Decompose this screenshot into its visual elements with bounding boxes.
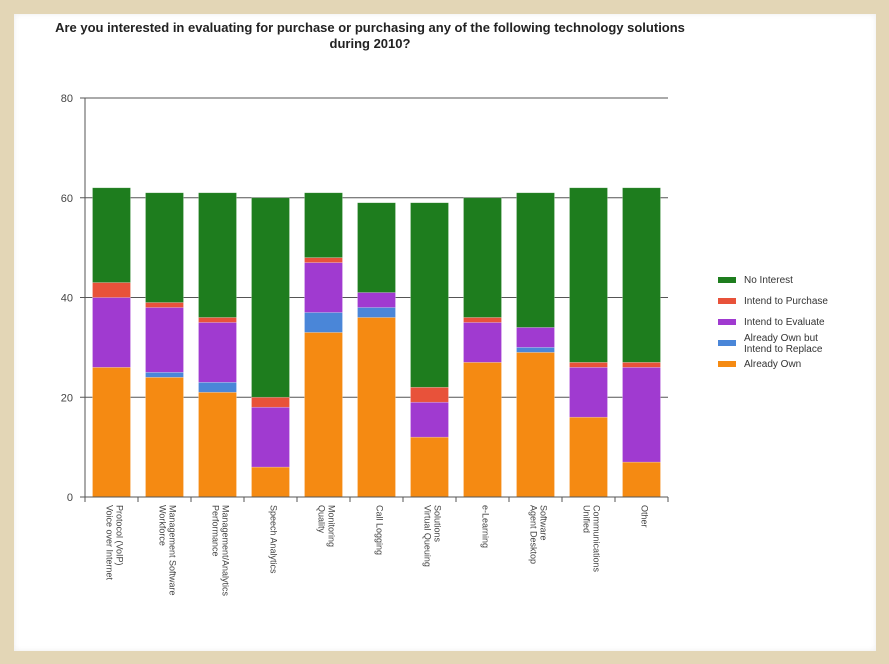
category-label: Virtual QueuingSolutions (423, 505, 443, 567)
bar-segment-intend-to-evaluate (622, 367, 661, 463)
bar-segment-intend-to-purchase (463, 317, 502, 323)
bar-segment-intend-to-evaluate (410, 401, 449, 438)
legend-swatch (718, 319, 736, 325)
category-label: Speech Analytics (269, 505, 279, 574)
bar-segment-no-interest (622, 187, 661, 363)
category-label: QualityMonitoring (317, 505, 337, 547)
category-label: Voice over InternetProtocol (VoIP) (105, 505, 125, 581)
bar-segment-intend-to-evaluate (145, 307, 184, 373)
bar-segment-intend-to-evaluate (304, 262, 343, 313)
bar-segment-no-interest (304, 192, 343, 258)
bar-segment-intend-to-purchase (251, 396, 290, 408)
bar-segment-no-interest (569, 187, 608, 363)
bar-segment-intend-to-purchase (198, 317, 237, 323)
bar-segment-intend-to-evaluate (92, 297, 131, 368)
bar-segment-already-own-but-intend-to-replace (145, 372, 184, 378)
bar-segment-already-own-but-intend-to-replace (304, 312, 343, 333)
bar-segment-already-own (463, 362, 502, 498)
y-tick-label: 60 (61, 193, 73, 205)
category-label: UnifiedCommunications (582, 505, 602, 573)
bar-segment-no-interest (92, 187, 131, 283)
y-tick-label: 20 (61, 392, 73, 404)
y-tick-label: 40 (61, 293, 73, 305)
category-label: Other (640, 505, 650, 528)
bar-segment-already-own-but-intend-to-replace (357, 307, 396, 318)
bar-segment-intend-to-evaluate (569, 367, 608, 418)
bar-segment-no-interest (198, 192, 237, 318)
bar-segment-intend-to-evaluate (357, 292, 396, 308)
bar-segment-already-own (304, 332, 343, 498)
bar-segment-intend-to-purchase (304, 257, 343, 263)
legend-label: Intend to Purchase (744, 296, 828, 307)
bar-segment-already-own (198, 391, 237, 498)
bar-segment-intend-to-purchase (145, 302, 184, 308)
bar-segment-already-own-but-intend-to-replace (198, 381, 237, 393)
bar-segment-already-own (357, 317, 396, 498)
legend-swatch (718, 361, 736, 367)
bar-segment-already-own (516, 352, 555, 498)
bar-segment-already-own (622, 461, 661, 498)
bar-segment-intend-to-evaluate (251, 406, 290, 468)
bar-segment-intend-to-purchase (622, 362, 661, 368)
category-label: Call Logging (375, 505, 385, 555)
legend-swatch (718, 298, 736, 304)
y-tick-label: 0 (67, 492, 73, 504)
bar-segment-already-own (410, 436, 449, 498)
bar-segment-already-own-but-intend-to-replace (516, 347, 555, 353)
legend-label: Already Own (744, 359, 801, 370)
bar-segment-no-interest (410, 202, 449, 388)
category-label: e-Learning (481, 505, 491, 548)
bar-segment-intend-to-purchase (410, 386, 449, 403)
bar-segment-intend-to-purchase (569, 362, 608, 368)
bar-segment-no-interest (516, 192, 555, 328)
bar-segment-intend-to-evaluate (198, 322, 237, 383)
chart-title: Are you interested in evaluating for pur… (55, 20, 685, 51)
legend-label: Already Own but Intend to Replace (744, 333, 823, 355)
legend-label: No Interest (744, 275, 793, 286)
category-label: PerformanceManagement/Analytics (211, 505, 231, 597)
legend-swatch (718, 277, 736, 283)
bar-segment-already-own (251, 466, 290, 498)
category-label: Agent DesktopSoftware (529, 505, 549, 564)
legend-swatch (718, 340, 736, 346)
legend-label: Intend to Evaluate (744, 317, 825, 328)
bar-segment-intend-to-evaluate (463, 322, 502, 363)
bar-segment-intend-to-evaluate (516, 327, 555, 348)
bar-segment-intend-to-purchase (92, 282, 131, 298)
category-label: WorkforceManagement Software (158, 505, 178, 596)
bar-segment-no-interest (251, 197, 290, 398)
y-tick-label: 80 (61, 93, 73, 105)
bar-segment-already-own (569, 416, 608, 498)
bar-segment-no-interest (357, 202, 396, 293)
bar-segment-already-own (92, 367, 131, 498)
bar-segment-already-own (145, 376, 184, 498)
bar-segment-no-interest (463, 197, 502, 318)
bar-segment-no-interest (145, 192, 184, 303)
